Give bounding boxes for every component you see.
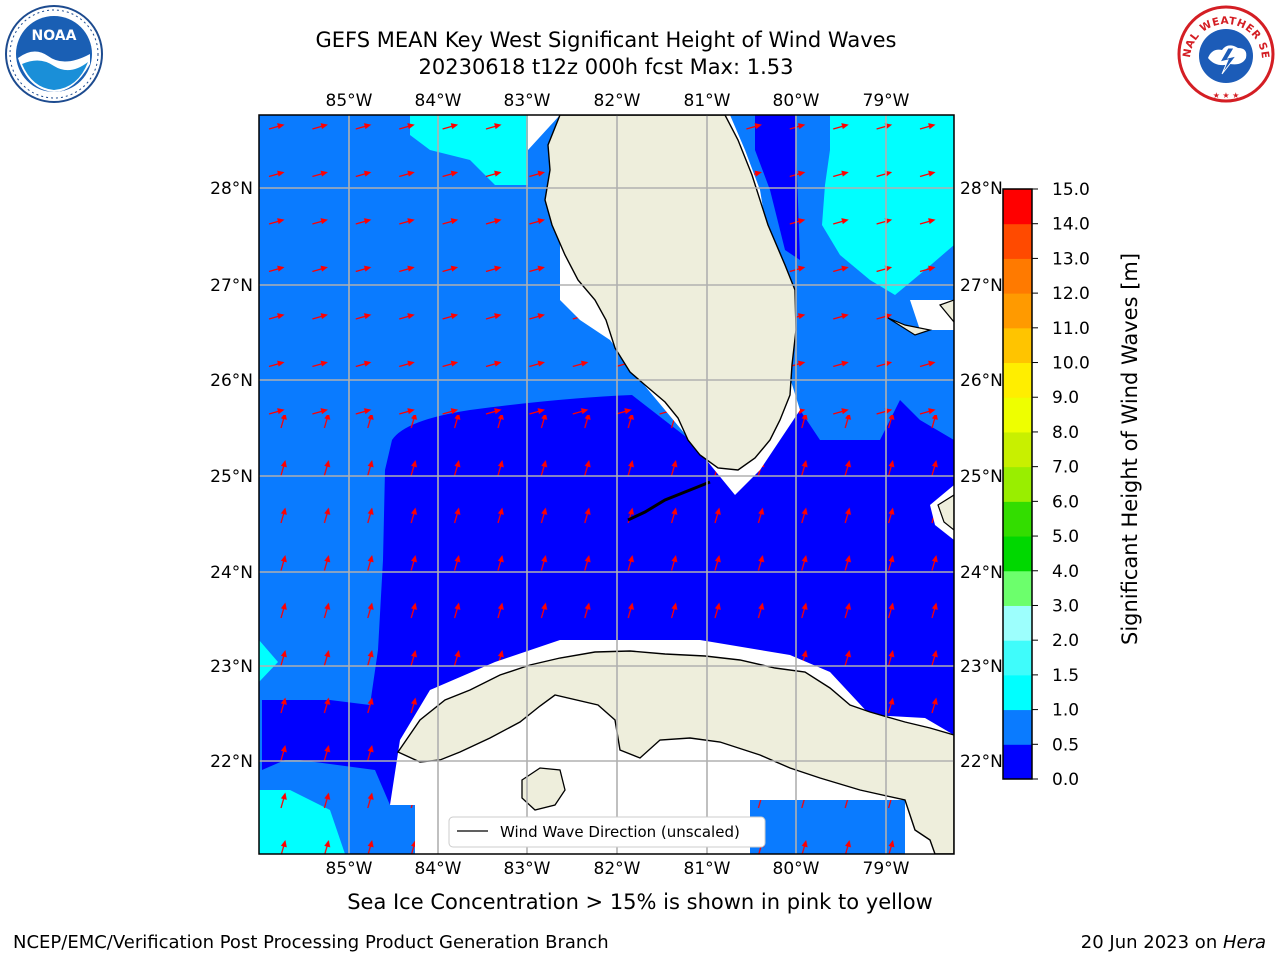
isle-of-youth (521, 767, 566, 811)
lon-label-top: 84°W (415, 91, 462, 111)
colorbar-tick-label: 2.0 (1052, 631, 1079, 651)
lon-label-bottom: 81°W (684, 859, 731, 879)
lat-label-left: 25°N (210, 467, 253, 487)
colorbar-swatch (1003, 466, 1032, 502)
colorbar-swatch (1003, 605, 1032, 641)
footer-date-text: 20 Jun 2023 on (1080, 932, 1223, 953)
lat-label-right: 27°N (960, 276, 1003, 296)
footer-host: Hera (1222, 932, 1266, 953)
colorbar-tick-label: 11.0 (1052, 319, 1090, 339)
lon-label-bottom: 84°W (415, 859, 462, 879)
lon-label-top: 82°W (594, 91, 641, 111)
colorbar-swatch (1003, 293, 1032, 329)
colorbar-tick-label: 0.0 (1052, 770, 1079, 790)
lat-label-left: 28°N (210, 179, 253, 199)
bahamas (887, 317, 933, 336)
map-gridlines (259, 115, 954, 854)
lon-label-bottom: 79°W (863, 859, 910, 879)
lon-label-bottom: 83°W (504, 859, 551, 879)
lon-label-top: 83°W (504, 91, 551, 111)
colorbar-tick-label: 9.0 (1052, 388, 1079, 408)
cuba-land (396, 650, 954, 854)
colorbar-tick-label: 1.5 (1052, 666, 1079, 686)
colorbar-swatch (1003, 570, 1032, 606)
colorbar-tick-label: 6.0 (1052, 492, 1079, 512)
colorbar-tick-label: 3.0 (1052, 596, 1079, 616)
legend-label: Wind Wave Direction (unscaled) (500, 823, 740, 841)
colorbar-swatch (1003, 744, 1032, 780)
lat-label-right: 23°N (960, 657, 1003, 677)
colorbar-tick-label: 14.0 (1052, 215, 1090, 235)
colorbar-swatch (1003, 640, 1032, 676)
colorbar-tick-label: 0.5 (1052, 735, 1079, 755)
colorbar-swatch (1003, 536, 1032, 572)
colorbar (1002, 188, 1033, 780)
map-frame (258, 114, 955, 855)
colorbar-tick-label: 7.0 (1052, 458, 1079, 478)
lat-labels: 28°N 27°N 26°N 25°N 24°N 23°N 22°N 28°N … (210, 179, 1003, 772)
colorbar-swatch (1003, 501, 1032, 537)
colorbar-tick-label: 4.0 (1052, 562, 1079, 582)
lon-labels: 85°W 84°W 83°W 82°W 81°W 80°W 79°W 85°W … (326, 91, 910, 879)
noaa-logo-text: NOAA (32, 28, 77, 44)
lat-label-left: 27°N (210, 276, 253, 296)
colorbar-tick-label: 1.0 (1052, 701, 1079, 721)
lon-label-bottom: 80°W (773, 859, 820, 879)
colorbar-tick-label: 5.0 (1052, 527, 1079, 547)
lat-label-right: 22°N (960, 752, 1003, 772)
footer-credit: NCEP/EMC/Verification Post Processing Pr… (13, 932, 609, 953)
colorbar-swatch (1003, 431, 1032, 468)
svg-text:★ ★ ★: ★ ★ ★ (1213, 91, 1240, 100)
colorbar-tick-label: 15.0 (1052, 180, 1090, 200)
colorbar-swatch (1003, 258, 1032, 294)
colorbar-swatch (1003, 674, 1032, 711)
colorbar-swatch (1003, 189, 1032, 225)
lon-label-top: 79°W (863, 91, 910, 111)
florida-land (544, 115, 797, 471)
map-legend: Wind Wave Direction (unscaled) (448, 816, 766, 848)
colorbar-frame (1002, 188, 1033, 780)
florida-keys (627, 480, 711, 522)
lon-label-bottom: 82°W (594, 859, 641, 879)
lon-label-top: 81°W (684, 91, 731, 111)
lon-label-top: 80°W (773, 91, 820, 111)
colorbar-swatch (1003, 397, 1032, 433)
colorbar-swatch (1003, 362, 1032, 398)
colorbar-tick-label: 8.0 (1052, 423, 1079, 443)
nws-logo-icon: NATIONAL WEATHER SERVICE ★ ★ ★ (1176, 4, 1275, 103)
map-area (259, 115, 954, 854)
colorbar-swatch (1003, 327, 1032, 364)
lon-label-top: 85°W (326, 91, 373, 111)
colorbar-tick-label: 10.0 (1052, 354, 1090, 374)
colorbar-swatch (1003, 709, 1032, 745)
lon-label-bottom: 85°W (326, 859, 373, 879)
lat-label-left: 23°N (210, 657, 253, 677)
colorbar-swatch (1003, 223, 1032, 259)
lat-label-left: 22°N (210, 752, 253, 772)
colorbar-ticks: 0.0 0.5 1.0 1.5 2.0 3.0 4.0 5.0 6.0 7.0 8.0 9.0 10.0… (1032, 180, 1090, 790)
lat-label-right: 25°N (960, 467, 1003, 487)
lat-label-right: 28°N (960, 179, 1003, 199)
lat-label-right: 24°N (960, 563, 1003, 583)
lat-label-left: 24°N (210, 563, 253, 583)
sea-ice-caption: Sea Ice Concentration > 15% is shown in … (347, 890, 933, 914)
chart-title: GEFS MEAN Key West Significant Height of… (315, 28, 897, 52)
chart-subtitle: 20230618 t12z 000h fcst Max: 1.53 (418, 55, 794, 79)
colorbar-tick-label: 13.0 (1052, 249, 1090, 269)
lat-label-right: 26°N (960, 371, 1003, 391)
footer-date: 20 Jun 2023 on Hera (1081, 932, 1266, 953)
colorbar-title: Significant Height of Wind Waves [m] (1118, 252, 1142, 645)
noaa-logo-icon: NOAA (5, 5, 103, 103)
lat-label-left: 26°N (210, 371, 253, 391)
colorbar-tick-label: 12.0 (1052, 284, 1090, 304)
